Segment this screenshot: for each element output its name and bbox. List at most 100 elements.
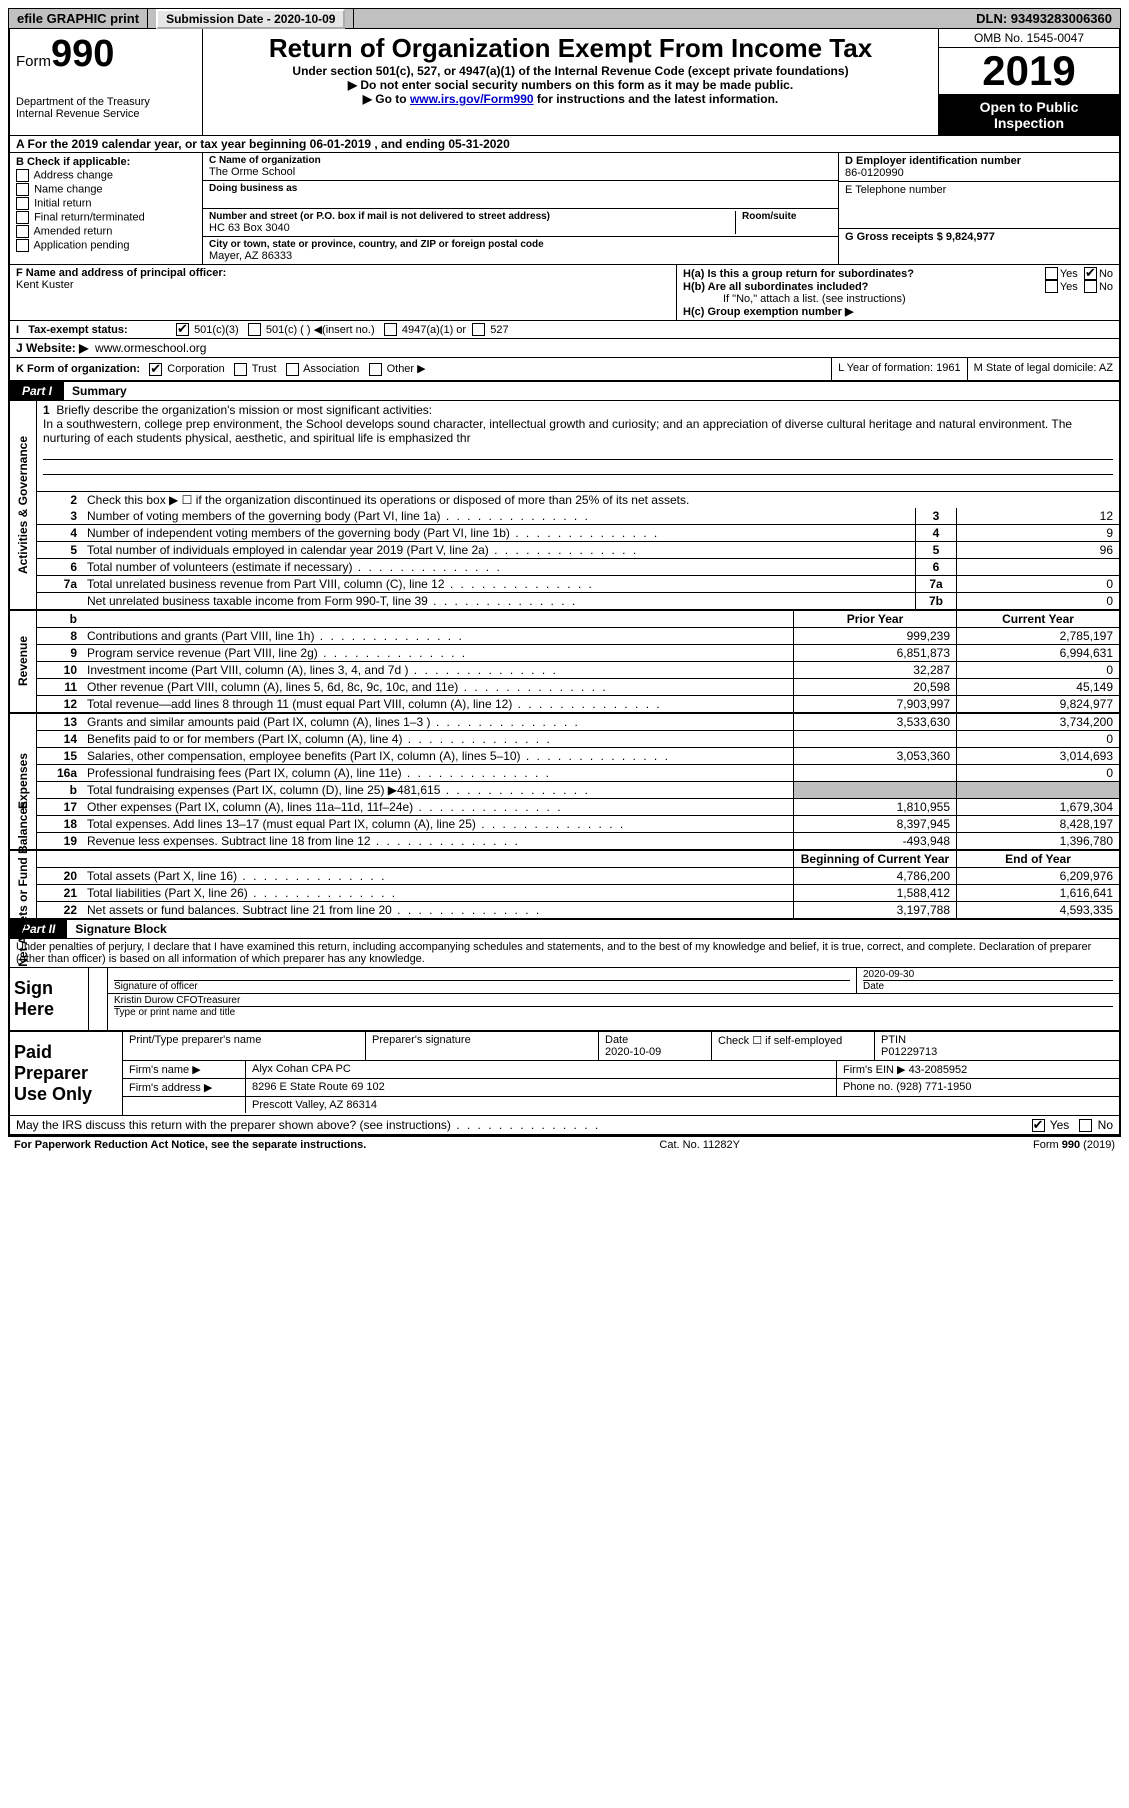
firm-ein: 43-2085952: [909, 1064, 968, 1076]
row-i-tax-status: I Tax-exempt status: 501(c)(3) 501(c) ( …: [10, 321, 1119, 339]
opt-4947: 4947(a)(1) or: [402, 324, 466, 336]
ptin-val: P01229713: [881, 1046, 937, 1058]
note2-post: for instructions and the latest informat…: [534, 92, 779, 106]
paid-preparer-block: Paid Preparer Use Only Print/Type prepar…: [10, 1032, 1119, 1116]
col-b-head: B Check if applicable:: [16, 156, 196, 168]
line-1-mission: 1 Briefly describe the organization's mi…: [37, 401, 1119, 492]
column-b: B Check if applicable: Address change Na…: [10, 153, 203, 264]
cb-hb-no[interactable]: [1084, 280, 1097, 293]
section-bcde: B Check if applicable: Address change Na…: [10, 153, 1119, 265]
cb-app-pending[interactable]: [16, 239, 29, 252]
header-right: OMB No. 1545-0047 2019 Open to Public In…: [938, 29, 1119, 135]
lbl-address-change: Address change: [33, 169, 113, 181]
form-title: Return of Organization Exempt From Incom…: [209, 33, 932, 64]
line-item: 10 Investment income (Part VIII, column …: [37, 662, 1119, 679]
page-footer: For Paperwork Reduction Act Notice, see …: [8, 1137, 1121, 1153]
firm-addr2: Prescott Valley, AZ 86314: [252, 1099, 377, 1111]
sign-arrow: [88, 968, 108, 1030]
form-note1: ▶ Do not enter social security numbers o…: [209, 78, 932, 92]
line-item: 16a Professional fundraising fees (Part …: [37, 765, 1119, 782]
hb-lbl: H(b) Are all subordinates included?: [683, 281, 868, 293]
cb-hb-yes[interactable]: [1045, 280, 1058, 293]
footer-mid: Cat. No. 11282Y: [659, 1139, 740, 1151]
ptin-lbl: PTIN: [881, 1034, 906, 1046]
opt-other: Other ▶: [387, 363, 426, 375]
vlabel-netassets: Net Assets or Fund Balances: [10, 851, 37, 918]
cb-name-change[interactable]: [16, 183, 29, 196]
line-2-desc: Check this box ▶ ☐ if the organization d…: [83, 492, 1119, 508]
paid-preparer-lbl: Paid Preparer Use Only: [10, 1032, 123, 1115]
summary-netassets: Net Assets or Fund Balances Beginning of…: [10, 851, 1119, 918]
officer-name-title: Kristin Durow CFOTreasurer: [114, 995, 1113, 1006]
cb-discuss-no[interactable]: [1079, 1119, 1092, 1132]
line-item: 7a Total unrelated business revenue from…: [37, 576, 1119, 593]
summary-expenses: Expenses 13 Grants and similar amounts p…: [10, 714, 1119, 849]
officer-name-lbl: Type or print name and title: [114, 1006, 1113, 1018]
cb-final-return[interactable]: [16, 211, 29, 224]
cb-initial-return[interactable]: [16, 197, 29, 210]
cb-501c3[interactable]: [176, 323, 189, 336]
opt-501c3: 501(c)(3): [194, 324, 239, 336]
cb-527[interactable]: [472, 323, 485, 336]
line-item: 15 Salaries, other compensation, employe…: [37, 748, 1119, 765]
netassets-header-row: Beginning of Current Year End of Year: [37, 851, 1119, 868]
hb-note: If "No," attach a list. (see instruction…: [683, 293, 1113, 305]
cb-discuss-yes[interactable]: [1032, 1119, 1045, 1132]
cb-address-change[interactable]: [16, 169, 29, 182]
dept-1: Department of the Treasury: [16, 96, 196, 108]
header-left: Form990 Department of the Treasury Inter…: [10, 29, 203, 135]
cb-amended-return[interactable]: [16, 225, 29, 238]
top-bar: efile GRAPHIC print Submission Date - 20…: [8, 8, 1121, 29]
cb-4947[interactable]: [384, 323, 397, 336]
cb-ha-no[interactable]: [1084, 267, 1097, 280]
form-subtitle: Under section 501(c), 527, or 4947(a)(1)…: [209, 64, 932, 78]
lbl-yes: Yes: [1060, 268, 1078, 280]
form-number: 990: [51, 33, 114, 75]
line-item: 3 Number of voting members of the govern…: [37, 508, 1119, 525]
efile-label: efile GRAPHIC print: [9, 9, 148, 28]
prep-date-lbl: Date: [605, 1034, 628, 1046]
vlabel-governance: Activities & Governance: [10, 401, 37, 609]
line-item: 8 Contributions and grants (Part VIII, l…: [37, 628, 1119, 645]
signature-intro: Under penalties of perjury, I declare th…: [10, 939, 1119, 968]
mission-num: 1: [43, 403, 50, 417]
city-lbl: City or town, state or province, country…: [209, 239, 832, 250]
cb-corp[interactable]: [149, 363, 162, 376]
cb-other[interactable]: [369, 363, 382, 376]
lbl-initial-return: Initial return: [34, 197, 91, 209]
header-mid: Return of Organization Exempt From Incom…: [203, 29, 938, 135]
part2-title: Signature Block: [75, 922, 166, 936]
line-item: b Total fundraising expenses (Part IX, c…: [37, 782, 1119, 799]
submission-button[interactable]: Submission Date - 2020-10-09: [156, 9, 345, 29]
cb-501c[interactable]: [248, 323, 261, 336]
footer-left: For Paperwork Reduction Act Notice, see …: [14, 1139, 366, 1151]
cb-trust[interactable]: [234, 363, 247, 376]
discuss-no: No: [1098, 1118, 1113, 1132]
dba-lbl: Doing business as: [209, 183, 832, 194]
omb-number: OMB No. 1545-0047: [939, 29, 1119, 48]
cb-ha-yes[interactable]: [1045, 267, 1058, 280]
addr-val: HC 63 Box 3040: [209, 222, 729, 234]
firm-name: Alyx Cohan CPA PC: [246, 1061, 837, 1078]
cb-assoc[interactable]: [286, 363, 299, 376]
line-item: 14 Benefits paid to or for members (Part…: [37, 731, 1119, 748]
tax-status-lbl: Tax-exempt status:: [28, 324, 127, 336]
mission-lbl: Briefly describe the organization's miss…: [56, 403, 432, 417]
part1-tab: Part I: [10, 382, 64, 400]
form-prefix: Form: [16, 53, 51, 70]
form990-link[interactable]: www.irs.gov/Form990: [410, 92, 534, 106]
summary-governance: Activities & Governance 1 Briefly descri…: [10, 401, 1119, 609]
gross-receipts: G Gross receipts $ 9,824,977: [845, 231, 1113, 243]
line-item: 21 Total liabilities (Part X, line 26) 1…: [37, 885, 1119, 902]
prep-name-lbl: Print/Type preparer's name: [123, 1032, 366, 1060]
revenue-header-row: b Prior Year Current Year: [37, 611, 1119, 628]
opt-527: 527: [490, 324, 508, 336]
line-item: 18 Total expenses. Add lines 13–17 (must…: [37, 816, 1119, 833]
ein-lbl: D Employer identification number: [845, 155, 1113, 167]
dln-label: DLN: 93493283006360: [968, 9, 1120, 28]
sign-here-block: Sign Here Signature of officer 2020-09-3…: [10, 968, 1119, 1032]
addr-lbl: Number and street (or P.O. box if mail i…: [209, 211, 729, 222]
firm-addr1: 8296 E State Route 69 102: [252, 1081, 385, 1093]
year-formation: L Year of formation: 1961: [831, 358, 967, 380]
discuss-text: May the IRS discuss this return with the…: [16, 1118, 600, 1132]
